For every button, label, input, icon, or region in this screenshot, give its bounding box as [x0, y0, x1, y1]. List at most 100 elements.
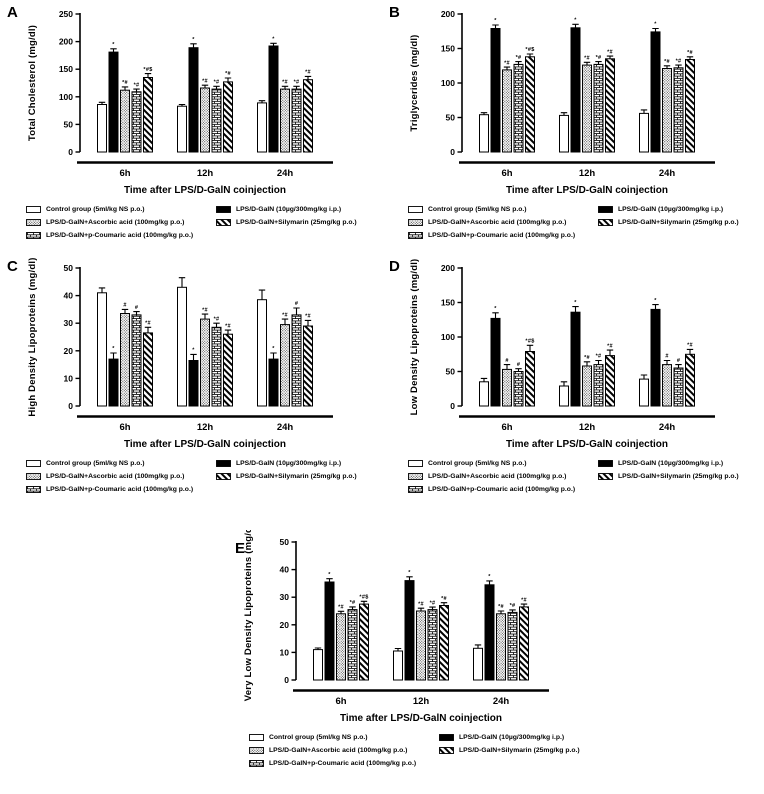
error-bar [406, 576, 413, 581]
category-label: 24h [277, 168, 294, 179]
error-bar [560, 112, 568, 116]
error-bar [595, 359, 602, 365]
sig-label: *# [584, 56, 590, 62]
sig-label: * [328, 572, 331, 578]
sig-label: * [654, 298, 657, 304]
bar [685, 59, 695, 153]
bar [404, 580, 415, 681]
error-bar [304, 75, 312, 80]
error-bar [360, 600, 368, 605]
sig-label: *# [687, 343, 693, 349]
chart-D: 0 50 100 150 200 Low Density Lipoproteins (mg… [409, 259, 715, 450]
y-axis-title: High Density Lipoproteins (mg/dl) [27, 257, 38, 416]
error-bar [314, 647, 322, 650]
category-label: 12h [579, 168, 596, 179]
error-bar [486, 580, 493, 585]
sig-label: *# [305, 314, 311, 320]
legend-swatch-open [26, 206, 41, 213]
legend-label: LPS/D-GalN (10µg/300mg/kg i.p.) [618, 206, 724, 213]
legend-item: LPS/D-GalN+Silymarin (25mg/kg p.o.) [598, 216, 764, 229]
error-bar [201, 84, 209, 88]
bar [131, 314, 142, 407]
panel-b: B 0 50 100 150 200 Triglycerides (mg/dl) * *# *#… [382, 2, 764, 242]
sig-label: *# [521, 597, 527, 603]
legend-item: LPS/D-GalN+Silymarin (25mg/kg p.o.) [216, 470, 382, 483]
y-tick-label: 100 [59, 92, 73, 102]
legend-item: LPS/D-GalN+Ascorbic acid (100mg/kg p.o.) [26, 216, 216, 229]
legend-label: LPS/D-GalN+p-Coumaric acid (100mg/kg p.o… [269, 760, 417, 767]
legend-swatch-bricks [408, 232, 423, 239]
legend: Control group (5ml/kg NS p.o.) LPS/D-Gal… [26, 203, 382, 242]
sig-label: # [505, 358, 508, 364]
bar [559, 114, 569, 153]
error-bar [440, 602, 448, 606]
bar [211, 88, 222, 153]
chart-C: 0 10 20 30 40 50 High Density Lipoproteins (mg… [27, 257, 333, 450]
bar [570, 27, 581, 153]
category-label: 24h [493, 696, 510, 707]
bar [223, 81, 233, 153]
y-tick-label: 50 [64, 119, 74, 129]
bar [324, 581, 335, 681]
y-tick-label: 150 [59, 64, 73, 74]
error-bar [178, 103, 186, 107]
error-bar [213, 322, 220, 328]
sig-label: * [192, 348, 195, 354]
legend-item: LPS/D-GalN+p-Coumaric acid (100mg/kg p.o… [249, 757, 439, 770]
category-label: 12h [197, 422, 214, 433]
legend-swatch-dots [249, 747, 264, 754]
bar [427, 609, 438, 681]
bar [280, 324, 290, 407]
legend-item: LPS/D-GalN+p-Coumaric acid (100mg/kg p.o… [408, 229, 598, 242]
error-bar [121, 86, 129, 91]
error-bar [515, 368, 522, 372]
y-axis-title: Triglycerides (mg/dl) [409, 34, 420, 131]
sig-label: *# [441, 596, 447, 602]
legend-swatch-dots [408, 219, 423, 226]
error-bar [144, 326, 152, 333]
panel-a: A 0 50 100 150 200 250 Total Cholesterol (mg/d… [0, 2, 382, 242]
error-bar [686, 348, 694, 355]
legend-swatch-dots [26, 219, 41, 226]
error-bar [686, 56, 694, 60]
panel-c: C 0 10 20 30 40 50 High Density Lipoproteins (… [0, 256, 382, 496]
y-tick-label: 200 [441, 263, 455, 273]
sig-label: * [494, 306, 497, 312]
error-bar [417, 607, 425, 611]
bar [673, 367, 684, 407]
bar [416, 610, 426, 681]
panel-label-D: D [389, 258, 400, 275]
sig-label: *# [282, 80, 288, 86]
bar [347, 609, 358, 681]
bar [211, 326, 222, 407]
error-bar [258, 289, 266, 300]
chart-A: 0 50 100 150 200 250 Total Cholesterol (mg/dl)… [27, 9, 333, 196]
error-bar [270, 42, 277, 46]
error-bar [133, 88, 140, 92]
bar [108, 51, 119, 153]
legend-swatch-solid [216, 460, 231, 467]
category-label: 24h [659, 168, 676, 179]
bar [490, 28, 501, 153]
bar [120, 89, 130, 153]
category-label: 24h [277, 422, 294, 433]
sig-label: *# [418, 601, 424, 607]
sig-label: *# [498, 604, 504, 610]
error-bar [293, 307, 300, 315]
sig-label: *# [145, 321, 151, 327]
error-bar [595, 61, 602, 65]
legend-swatch-diagonal [598, 473, 613, 480]
bar [593, 364, 604, 407]
y-tick-label: 200 [59, 37, 73, 47]
legend-swatch-solid [598, 460, 613, 467]
error-bar [474, 644, 482, 649]
error-bar [190, 43, 197, 48]
legend-swatch-diagonal [439, 747, 454, 754]
legend-label: LPS/D-GalN+Ascorbic acid (100mg/kg p.o.) [46, 219, 185, 226]
error-bar [663, 65, 671, 69]
legend-label: LPS/D-GalN+Ascorbic acid (100mg/kg p.o.) [46, 473, 185, 480]
legend-item: Control group (5ml/kg NS p.o.) [249, 731, 439, 744]
bar [200, 318, 210, 407]
y-tick-label: 50 [280, 537, 290, 547]
bar [120, 313, 130, 407]
